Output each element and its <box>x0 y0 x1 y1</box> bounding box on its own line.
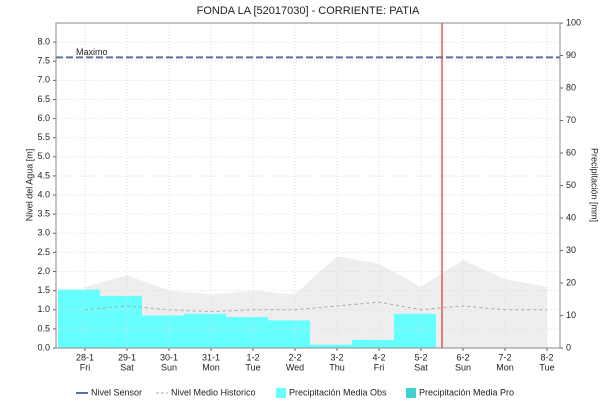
precip-bar <box>58 289 100 348</box>
y2-tick-label: 70 <box>566 115 576 125</box>
precip-bar <box>310 344 352 348</box>
x-tick-label: 3-2 <box>330 352 343 362</box>
y2-axis-label: Precipitación [mm] <box>590 148 600 222</box>
legend-swatch <box>276 388 286 398</box>
y2-tick-label: 100 <box>566 17 581 27</box>
y2-tick-label: 50 <box>566 180 576 190</box>
y-tick-label: 3.0 <box>37 228 50 238</box>
y-tick-label: 7.0 <box>37 75 50 85</box>
y2-tick-label: 0 <box>566 342 571 352</box>
y-tick-label: 7.5 <box>37 56 50 66</box>
y-tick-label: 0.0 <box>37 342 50 352</box>
y-tick-label: 4.5 <box>37 170 50 180</box>
x-tick-weekday: Sun <box>455 362 471 372</box>
x-tick-weekday: Sun <box>161 362 177 372</box>
x-tick-weekday: Sat <box>414 362 428 372</box>
x-tick-label: 31-1 <box>202 352 220 362</box>
legend-label: Precipitación Media Pro <box>419 387 514 397</box>
precip-bar <box>352 339 394 348</box>
x-tick-weekday: Fri <box>374 362 385 372</box>
y2-tick-label: 30 <box>566 245 576 255</box>
series-line <box>84 301 547 313</box>
y-tick-label: 5.5 <box>37 132 50 142</box>
y-tick-label: 2.0 <box>37 266 50 276</box>
y-tick-label: 5.0 <box>37 151 50 161</box>
x-tick-weekday: Mon <box>202 362 220 372</box>
x-tick-weekday: Sat <box>120 362 134 372</box>
y-tick-label: 0.5 <box>37 323 50 333</box>
precip-bar <box>268 320 310 348</box>
x-tick-label: 6-2 <box>456 352 469 362</box>
y2-tick-label: 40 <box>566 212 576 222</box>
y-tick-label: 4.0 <box>37 189 50 199</box>
legend-label: Precipitación Media Obs <box>289 387 387 397</box>
x-tick-label: 29-1 <box>118 352 136 362</box>
y-tick-label: 1.0 <box>37 304 50 314</box>
y-tick-label: 1.5 <box>37 285 50 295</box>
x-tick-label: 4-2 <box>372 352 385 362</box>
y-axis-label: Nivel del Agua [m] <box>24 149 34 222</box>
y-tick-label: 6.5 <box>37 94 50 104</box>
y2-tick-label: 60 <box>566 147 576 157</box>
precip-bar <box>394 313 436 348</box>
x-tick-weekday: Tue <box>539 362 554 372</box>
precip-bar <box>184 313 226 348</box>
plot-frame <box>55 22 561 349</box>
x-tick-label: 7-2 <box>498 352 511 362</box>
legend-swatch <box>406 388 416 398</box>
x-tick-label: 8-2 <box>540 352 553 362</box>
x-tick-weekday: Fri <box>80 362 91 372</box>
precip-bar <box>100 296 142 348</box>
precip-bar <box>226 317 268 348</box>
y-tick-label: 2.5 <box>37 247 50 257</box>
y2-tick-label: 10 <box>566 310 576 320</box>
legend-label: Nivel Sensor <box>91 387 142 397</box>
x-tick-label: 28-1 <box>76 352 94 362</box>
x-tick-weekday: Mon <box>496 362 514 372</box>
x-tick-weekday: Wed <box>286 362 304 372</box>
x-tick-label: 1-2 <box>246 352 259 362</box>
x-tick-label: 30-1 <box>160 352 178 362</box>
y-tick-label: 6.0 <box>37 113 50 123</box>
precip-bar <box>142 315 184 348</box>
x-tick-label: 5-2 <box>414 352 427 362</box>
chart-title: FONDA LA [52017030] - CORRIENTE: PATIA <box>197 5 420 17</box>
maximo-label: Maximo <box>76 47 108 57</box>
y-tick-label: 3.5 <box>37 209 50 219</box>
y-tick-label: 8.0 <box>37 36 50 46</box>
x-tick-label: 2-2 <box>288 352 301 362</box>
x-tick-weekday: Thu <box>329 362 345 372</box>
legend-label: Nivel Medio Historico <box>171 387 256 397</box>
y2-tick-label: 20 <box>566 277 576 287</box>
y2-tick-label: 80 <box>566 82 576 92</box>
y2-tick-label: 90 <box>566 50 576 60</box>
x-tick-weekday: Tue <box>245 362 260 372</box>
